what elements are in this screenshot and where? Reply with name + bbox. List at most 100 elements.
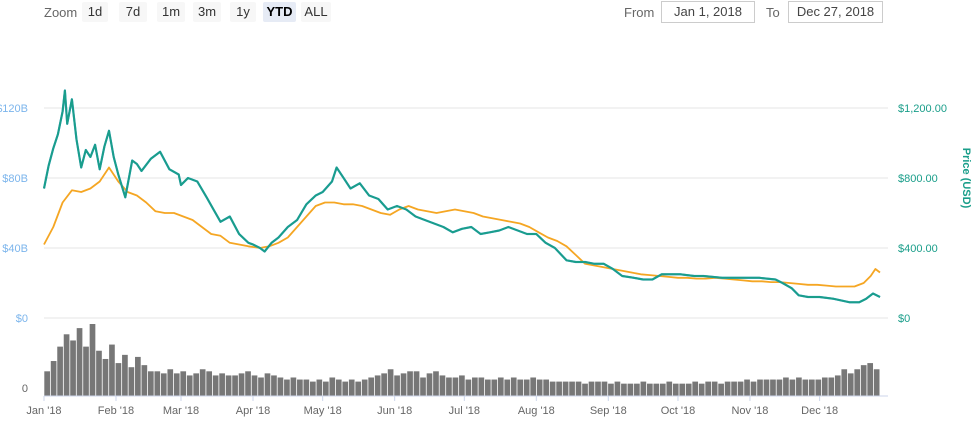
volume-bar — [122, 354, 128, 396]
volume-bar — [472, 377, 478, 396]
volume-bar — [160, 373, 167, 396]
volume-bar — [420, 377, 426, 396]
volume-bar — [76, 328, 83, 396]
series-lines — [42, 89, 881, 304]
volume-bar — [549, 381, 556, 396]
right-axis-title: Price (USD) — [960, 148, 972, 209]
volume-bar — [834, 375, 841, 396]
volume-bar — [815, 379, 822, 396]
volume-bar — [277, 377, 284, 396]
x-axis-tick-label: Jul '18 — [449, 405, 480, 417]
right-axis-tick-label: $0 — [898, 313, 910, 325]
volume-bar — [789, 379, 796, 396]
volume-bar — [147, 371, 154, 396]
volume-bar — [497, 377, 504, 396]
volume-bar — [258, 377, 264, 396]
volume-bar — [452, 377, 459, 396]
volume-bar — [536, 379, 543, 396]
zoom-button-all[interactable]: ALL — [301, 2, 331, 22]
volume-bar — [821, 377, 828, 396]
volume-bar — [57, 346, 63, 396]
volume-bar — [828, 377, 835, 396]
volume-bar — [368, 377, 375, 396]
volume-bar — [115, 363, 122, 396]
axes: $0 $40B $80B $120B $0 $400.00 $800.00 $1,200.00… — [0, 103, 947, 417]
zoom-button-3m[interactable]: 3m — [193, 2, 221, 22]
volume-bar — [685, 383, 692, 396]
volume-bar — [232, 375, 238, 396]
volume-bar — [809, 379, 815, 396]
volume-bar — [245, 371, 251, 396]
left-axis-tick-label: $0 — [16, 313, 28, 325]
volume-bar — [173, 373, 180, 396]
volume-bar — [860, 365, 867, 396]
x-axis-tick-label: Oct '18 — [661, 405, 696, 417]
zoom-button-1d[interactable]: 1d — [82, 2, 108, 22]
zoom-button-ytd[interactable]: YTD — [263, 2, 296, 22]
volume-bar — [433, 371, 439, 396]
volume-bar — [763, 379, 770, 396]
volume-bar — [569, 381, 575, 396]
volume-bar — [634, 383, 640, 396]
volume-bar — [374, 375, 381, 396]
volume-bar — [348, 379, 355, 396]
volume-bar — [867, 363, 874, 396]
volume-bar — [271, 375, 277, 396]
right-axis-tick-label: $800.00 — [898, 173, 938, 185]
volume-bar — [446, 377, 452, 396]
volume-bar — [89, 324, 96, 396]
volume-bar — [303, 379, 310, 396]
x-axis-tick-label: Jun '18 — [377, 405, 412, 417]
volume-bar — [206, 371, 212, 396]
volume-bar — [543, 379, 549, 396]
to-label: To — [766, 5, 780, 20]
volume-bar — [459, 375, 465, 396]
volume-bar — [575, 381, 582, 396]
volume-bar — [329, 377, 336, 396]
volume-bar — [154, 371, 161, 396]
volume-bar — [802, 379, 809, 396]
grid — [44, 107, 888, 319]
volume-bar — [219, 373, 225, 396]
volume-bar — [180, 371, 187, 396]
from-date-input[interactable] — [661, 1, 755, 23]
volume-bar — [666, 381, 673, 396]
volume-bar — [873, 369, 880, 396]
zoom-button-1m[interactable]: 1m — [157, 2, 185, 22]
volume-bar — [672, 383, 679, 396]
volume-bar — [186, 375, 193, 396]
volume-bar — [297, 379, 303, 396]
x-axis-tick-label: Dec '18 — [801, 405, 838, 417]
volume-bar — [705, 381, 711, 396]
volume-bar — [322, 381, 329, 396]
volume-bar — [530, 377, 537, 396]
price-line — [43, 89, 881, 304]
volume-bar — [50, 361, 57, 396]
zoom-button-1y[interactable]: 1y — [230, 2, 256, 22]
to-date-input[interactable] — [788, 1, 883, 23]
volume-bar — [744, 379, 750, 396]
volume-bar — [413, 371, 420, 396]
volume-bars — [44, 324, 880, 396]
volume-bar — [854, 369, 861, 396]
volume-bar — [776, 379, 783, 396]
volume-bar — [310, 381, 316, 396]
volume-bar — [70, 340, 76, 396]
volume-bar — [595, 381, 601, 396]
volume-bar — [316, 379, 323, 396]
volume-bar — [614, 381, 621, 396]
volume-bar — [109, 344, 115, 396]
volume-bar — [556, 381, 562, 396]
zoom-button-7d[interactable]: 7d — [119, 2, 147, 22]
x-axis-tick-label: Nov '18 — [731, 405, 768, 417]
volume-bar — [199, 369, 206, 396]
volume-bar — [621, 383, 627, 396]
volume-bar — [135, 356, 141, 396]
volume-bar — [63, 334, 70, 396]
volume-bar — [251, 375, 258, 396]
market-cap-line — [42, 89, 881, 304]
volume-bar — [608, 383, 614, 396]
volume-bar — [141, 365, 148, 396]
volume-bar — [847, 373, 854, 396]
volume-bar — [692, 381, 699, 396]
